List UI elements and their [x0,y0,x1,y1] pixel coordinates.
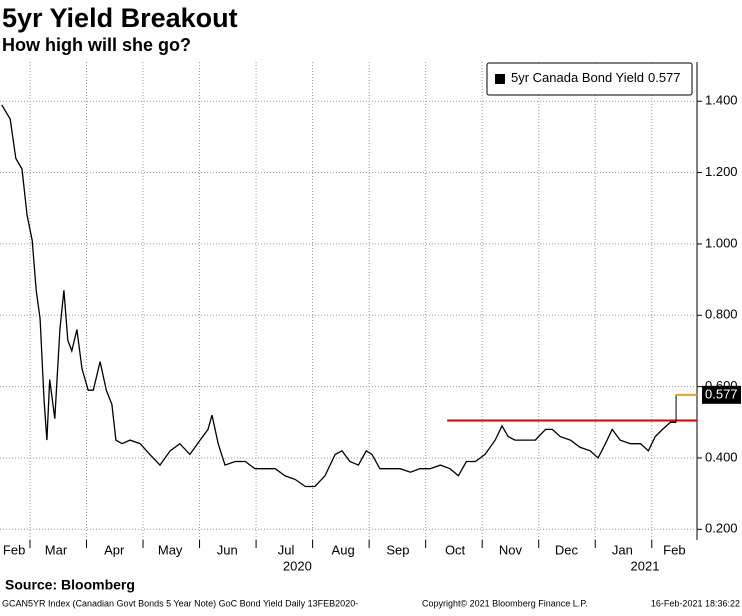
x-tick-label: Jan [612,542,633,557]
legend-box [486,62,693,96]
footer-right: 16-Feb-2021 18:36:22 [651,598,740,608]
source: Source: Bloomberg [5,577,135,593]
y-tick-label: 1.000 [705,235,738,250]
legend-name: 5yr Canada Bond Yield [511,70,644,85]
last-value-label: 0.577 [705,386,738,401]
y-tick-label: 1.200 [705,164,738,179]
last-value-box [702,385,741,404]
footer-center: Copyright© 2021 Bloomberg Finance L.P. [422,598,588,608]
y-tick-label: 0.200 [705,521,738,536]
year-label: 2020 [283,558,312,573]
series-line [1,104,677,488]
x-tick-label: Oct [445,542,466,557]
y-tick-label: 0.800 [705,307,738,322]
x-tick-label: Feb [3,542,25,557]
x-tick-label: Jul [278,542,295,557]
x-tick-label: Jun [217,542,238,557]
y-tick-label: 1.400 [705,93,738,108]
x-tick-label: Mar [45,542,68,557]
year-label: 2021 [631,558,660,573]
legend-swatch [495,74,505,84]
y-tick-label: 0.400 [705,449,738,464]
x-tick-label: Apr [104,542,125,557]
x-tick-label: Dec [555,542,579,557]
x-tick-label: Sep [386,542,409,557]
legend-label: 5yr Canada Bond Yield 0.577 [511,70,681,85]
x-tick-label: Feb [663,542,685,557]
x-tick-label: Nov [499,542,523,557]
chart-subtitle: How high will she go? [2,35,191,55]
footer-left: GCAN5YR Index (Canadian Govt Bonds 5 Yea… [2,598,358,608]
x-tick-label: Aug [332,542,355,557]
legend-value: 0.577 [648,70,681,85]
chart-title: 5yr Yield Breakout [2,3,238,33]
x-tick-label: May [158,542,183,557]
